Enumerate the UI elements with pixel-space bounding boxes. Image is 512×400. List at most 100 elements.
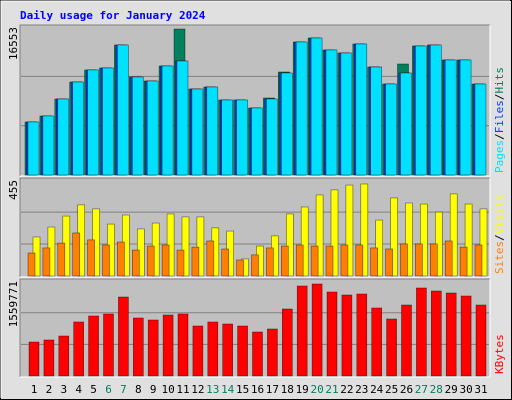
bar [449,193,458,277]
x-tick-label: 17 [266,383,279,396]
bar [72,81,84,176]
x-tick-label: 3 [60,383,67,396]
bar [181,216,190,277]
bar [196,216,205,277]
bar [310,37,323,176]
bar [474,244,483,277]
bar [475,304,487,377]
bar [370,66,383,176]
bar [444,240,453,277]
bar [295,244,304,277]
bar [221,99,233,176]
x-tick-label: 7 [120,383,127,396]
bar [479,208,488,277]
x-tick-label: 24 [370,383,384,396]
bar [429,44,442,176]
bar [459,246,468,277]
bar [474,83,487,176]
x-tick-label: 19 [296,383,309,396]
x-tick-label: 21 [325,383,338,396]
bar [341,294,353,377]
legend: KBytes [493,334,506,374]
bar [285,213,294,277]
x-tick-label: 26 [400,383,413,396]
bar [102,67,114,176]
bar [280,245,289,277]
bar [27,252,36,277]
x-tick-label: 22 [340,383,353,396]
legend-entry: Hits [493,67,506,94]
bar [326,291,338,377]
panel-bevel-light [20,279,491,378]
bar [251,107,263,176]
bar [191,88,204,176]
bar [444,59,457,176]
bar [355,43,368,176]
legend: Sites/Visits [493,195,506,275]
x-tick-label: 28 [430,383,443,396]
bar [385,248,393,277]
x-tick-label: 12 [191,383,204,396]
bar [345,184,354,277]
panel-bevel-dark [19,24,490,176]
bar [146,245,155,277]
legend-entry: Visits [493,195,506,235]
bar [88,315,99,377]
y-tick-label: 16553 [7,27,20,60]
chart-title: Daily usage for January 2024 [20,9,206,22]
bar [460,295,472,377]
x-tick-label: 23 [355,383,368,396]
bar [102,244,110,277]
legend-entry: Pages [493,140,506,173]
bar [296,285,308,377]
bar [132,76,144,176]
bar [416,287,427,377]
x-tick-label: 4 [75,383,82,396]
bar [57,242,66,277]
legend-separator: / [493,133,506,140]
x-tick-label: 15 [236,383,249,396]
y-tick-label: 455 [7,180,20,200]
bar [222,323,233,377]
x-tick-label: 20 [310,383,323,396]
x-tick-label: 9 [150,383,157,396]
bar [117,44,129,176]
legend-separator: / [493,94,506,101]
bar [73,321,84,377]
bar [237,325,248,377]
bar [28,341,40,377]
bar [415,243,423,277]
bar [390,197,398,277]
bar [360,183,369,277]
bar [236,99,248,176]
bar [355,244,364,277]
legend-entry: KBytes [493,334,506,374]
bar [400,72,412,176]
bar [340,52,353,176]
bar [191,246,200,277]
bar [147,319,159,377]
bar [311,283,323,377]
bar [87,69,99,176]
bar [236,259,244,277]
bar [430,290,442,377]
bar [252,331,263,377]
panel-bevel-dark [19,278,490,377]
x-tick-label: 16 [251,383,264,396]
bar [295,41,308,176]
bar [251,254,259,277]
legend-entry: Sites [493,241,506,274]
bar [267,328,278,377]
bar [221,248,229,277]
bar [340,244,349,277]
bar [161,244,170,277]
bar [176,60,189,176]
bar [266,247,274,277]
x-tick-label: 29 [445,383,458,396]
bar [43,339,55,377]
x-tick-label: 1 [31,383,38,396]
bar [27,121,40,176]
bar [207,321,219,377]
